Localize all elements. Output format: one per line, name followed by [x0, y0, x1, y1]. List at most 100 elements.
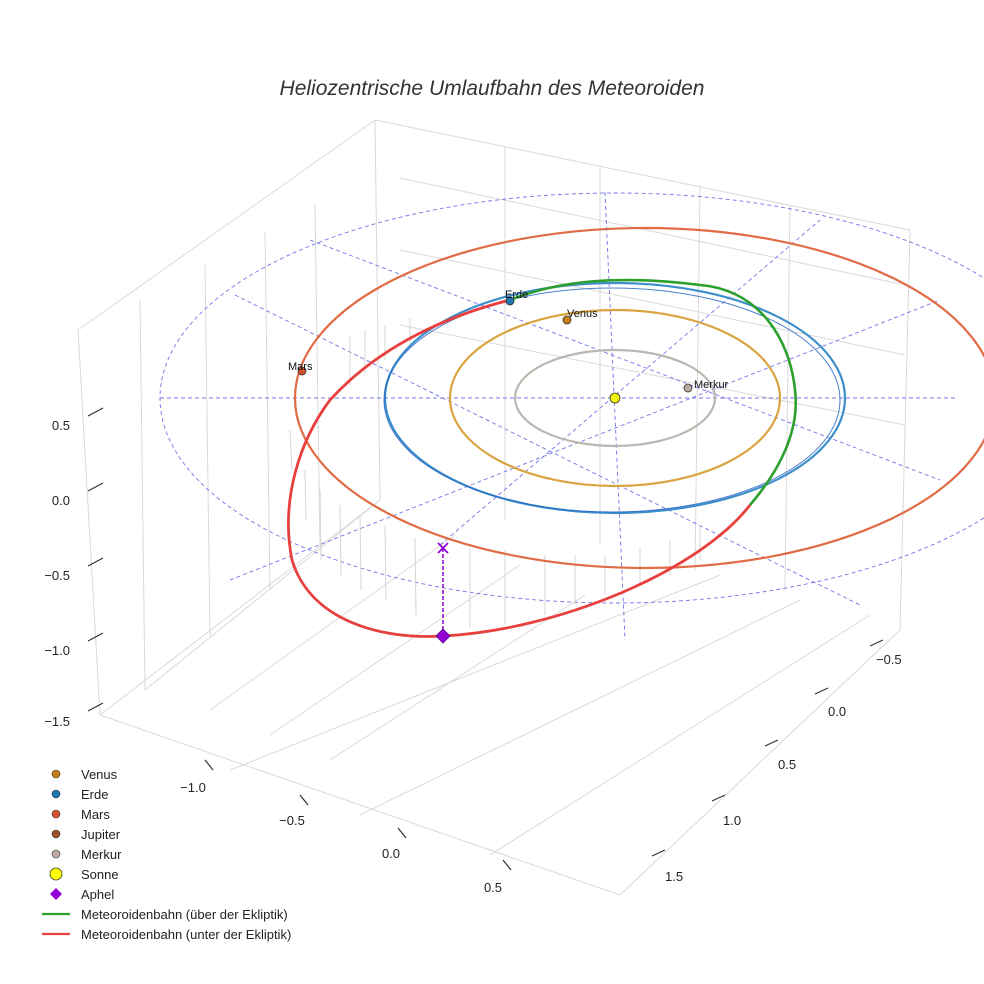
z-tick-label: −1.5 — [44, 714, 70, 729]
grid-line — [209, 534, 456, 711]
legend-label-venus: Venus — [81, 767, 118, 782]
legend-label-meteoroidenbahn-ber-der-ekliptik: Meteoroidenbahn (über der Ekliptik) — [81, 907, 288, 922]
orbit-venus — [448, 308, 782, 488]
ecliptic-spoke — [604, 191, 626, 641]
grid-line — [359, 599, 801, 816]
legend-symbol-erde — [51, 789, 61, 799]
grid-line — [619, 629, 901, 896]
grid-line — [374, 119, 381, 501]
y-tick-label: −0.5 — [876, 652, 902, 667]
x-tick-label: −1.0 — [180, 780, 206, 795]
grid-line — [399, 177, 906, 286]
legend-symbol-jupiter — [51, 829, 61, 839]
drop-line — [359, 514, 362, 591]
aphel-marker — [435, 628, 451, 644]
aphel-ecliptic-marker — [437, 542, 449, 554]
x-tick — [397, 827, 407, 839]
grid-layer — [77, 119, 911, 896]
y-tick — [711, 794, 726, 802]
z-tick-label: 0.0 — [52, 493, 70, 508]
x-tick-label: 0.0 — [382, 846, 400, 861]
y-tick-label: 0.5 — [778, 757, 796, 772]
y-tick-label: 0.0 — [828, 704, 846, 719]
drop-line — [339, 504, 342, 576]
z-tick — [87, 407, 104, 417]
y-tick — [651, 849, 666, 857]
planet-erde — [505, 296, 515, 306]
drop-line — [319, 489, 322, 561]
orbit-mars — [294, 226, 984, 570]
x-tick — [204, 759, 214, 771]
orbit-erde-inner — [383, 287, 841, 513]
meteoroid-orbit-above — [509, 278, 798, 506]
orbit-erde — [383, 281, 847, 515]
grid-line — [77, 119, 376, 331]
x-tick-label: 0.5 — [484, 880, 502, 895]
drop-line — [289, 429, 293, 471]
ecliptic-spoke — [309, 239, 941, 481]
legend-label-meteoroidenbahn-unter-der-ekliptik: Meteoroidenbahn (unter der Ekliptik) — [81, 927, 291, 942]
legend-label-merkur: Merkur — [81, 847, 122, 862]
grid-line — [314, 204, 321, 551]
grid-line — [99, 499, 381, 716]
planet-layer: Venus Erde Mars Merkur — [288, 289, 729, 404]
z-tick-label: −0.5 — [44, 568, 70, 583]
planet-mars — [297, 366, 307, 376]
legend-symbol-merkur — [51, 849, 61, 859]
grid-line — [264, 231, 271, 591]
grid-line — [694, 184, 701, 571]
meteoroid-layer — [287, 278, 798, 644]
x-tick — [502, 859, 512, 871]
grid-line — [329, 594, 586, 761]
planet-label-merkur: Merkur — [694, 379, 729, 391]
grid-line — [204, 264, 211, 637]
ecliptic-layer — [159, 191, 984, 641]
legend: Venus Erde Mars Jupiter Merkur Sonne Aphel Mete… — [42, 767, 291, 942]
legend-symbol-mars — [51, 809, 61, 819]
y-tick — [869, 639, 884, 647]
z-tick-label: 0.5 — [52, 418, 70, 433]
x-tick-label: −0.5 — [279, 813, 305, 828]
y-tick — [814, 687, 829, 695]
grid-line — [99, 714, 621, 896]
meteoroid-orbit-below — [287, 298, 752, 638]
ecliptic-spoke — [229, 299, 941, 581]
grid-line — [144, 499, 381, 691]
grid-line — [784, 204, 791, 591]
legend-label-erde: Erde — [81, 787, 108, 802]
grid-line — [399, 249, 906, 356]
ecliptic-spoke — [439, 219, 821, 546]
legend-label-mars: Mars — [81, 807, 110, 822]
planet-label-mars: Mars — [288, 361, 313, 373]
grid-line — [899, 229, 911, 631]
x-tick — [299, 794, 309, 806]
drop-line — [384, 524, 387, 601]
ecliptic-spoke — [234, 294, 861, 606]
planet-venus — [562, 315, 572, 325]
dropline-layer — [289, 318, 701, 628]
grid-line — [489, 614, 871, 856]
legend-label-aphel: Aphel — [81, 887, 114, 902]
legend-symbol-sonne — [49, 867, 63, 881]
z-tick — [87, 632, 104, 642]
grid-line — [374, 119, 911, 231]
axis-layer: 0.5 0.0 −0.5 −1.0 −1.5 −1.0 −0.5 0.0 0.5 −0.5 0.0 0… — [44, 407, 902, 895]
grid-line — [399, 324, 906, 426]
orbit-merkur — [513, 348, 717, 448]
drop-line — [304, 469, 307, 521]
z-tick — [87, 557, 104, 567]
orbit-layer — [294, 226, 984, 570]
z-tick — [87, 702, 104, 712]
grid-line — [139, 299, 146, 691]
planet-sonne — [609, 392, 621, 404]
y-tick — [764, 739, 779, 747]
grid-line — [229, 574, 721, 771]
z-tick-label: −1.0 — [44, 643, 70, 658]
legend-symbol-venus — [51, 769, 61, 779]
planet-label-erde: Erde — [505, 289, 528, 301]
y-tick-label: 1.5 — [665, 869, 683, 884]
z-tick — [87, 482, 104, 492]
drop-line — [414, 537, 417, 616]
grid-line — [77, 329, 101, 716]
